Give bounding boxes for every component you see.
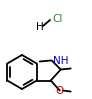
- Text: H: H: [36, 22, 44, 32]
- Text: O: O: [56, 86, 64, 96]
- Text: NH: NH: [53, 57, 68, 67]
- Text: Cl: Cl: [52, 14, 62, 24]
